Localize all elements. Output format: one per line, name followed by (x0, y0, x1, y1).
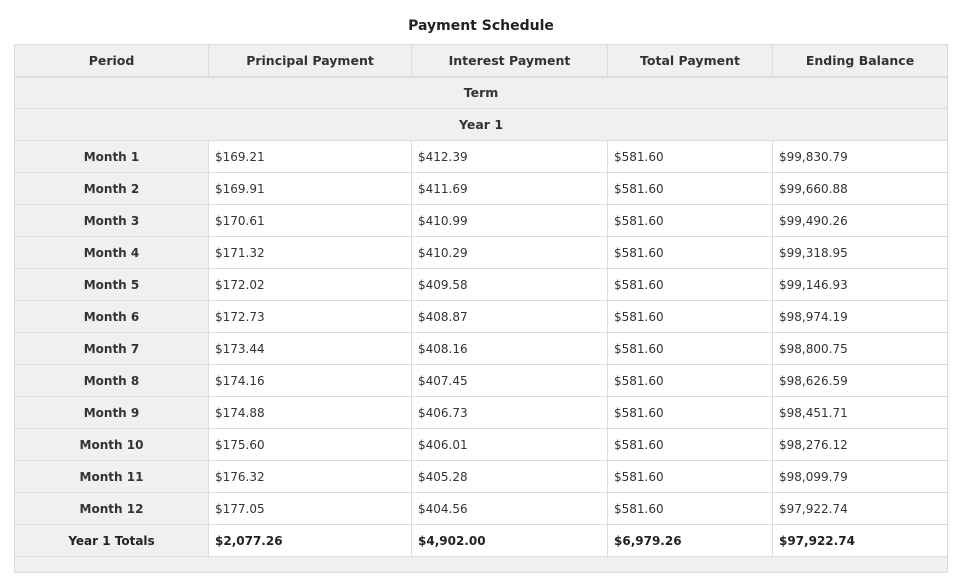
table-row: Month 5 $172.02 $409.58 $581.60 $99,146.93 (14, 268, 948, 301)
table-row: Month 11 $176.32 $405.28 $581.60 $98,099.79 (14, 460, 948, 493)
balance-cell: $99,660.88 (772, 172, 948, 205)
spacer-row (14, 556, 948, 573)
table-row: Month 10 $175.60 $406.01 $581.60 $98,276.12 (14, 428, 948, 461)
interest-cell: $407.45 (411, 364, 608, 397)
table-row: Month 6 $172.73 $408.87 $581.60 $98,974.19 (14, 300, 948, 333)
total-cell: $581.60 (607, 140, 773, 173)
table-row: Month 2 $169.91 $411.69 $581.60 $99,660.88 (14, 172, 948, 205)
table-row: Month 8 $174.16 $407.45 $581.60 $98,626.59 (14, 364, 948, 397)
total-cell: $581.60 (607, 268, 773, 301)
table-row: Month 4 $171.32 $410.29 $581.60 $99,318.95 (14, 236, 948, 269)
principal-cell: $171.32 (208, 236, 412, 269)
interest-cell: $411.69 (411, 172, 608, 205)
interest-cell: $410.99 (411, 204, 608, 237)
total-cell: $581.60 (607, 492, 773, 525)
total-cell: $581.60 (607, 332, 773, 365)
period-cell: Month 7 (14, 332, 209, 365)
period-cell: Month 11 (14, 460, 209, 493)
total-cell: $581.60 (607, 364, 773, 397)
total-cell: $581.60 (607, 236, 773, 269)
total-cell: $6,979.26 (607, 524, 773, 557)
balance-cell: $98,800.75 (772, 332, 948, 365)
interest-cell: $406.73 (411, 396, 608, 429)
period-cell: Month 5 (14, 268, 209, 301)
interest-cell: $409.58 (411, 268, 608, 301)
totals-row: Year 1 Totals $2,077.26 $4,902.00 $6,979.26… (14, 524, 948, 557)
table-title: Payment Schedule (408, 18, 554, 34)
principal-cell: $2,077.26 (208, 524, 412, 557)
header-total: Total Payment (607, 44, 773, 78)
payment-schedule-table: Period Principal Payment Interest Paymen… (14, 44, 948, 573)
balance-cell: $98,099.79 (772, 460, 948, 493)
period-cell: Month 1 (14, 140, 209, 173)
period-cell: Month 4 (14, 236, 209, 269)
principal-cell: $170.61 (208, 204, 412, 237)
total-cell: $581.60 (607, 172, 773, 205)
header-principal: Principal Payment (208, 44, 412, 78)
balance-cell: $98,626.59 (772, 364, 948, 397)
table-row: Month 9 $174.88 $406.73 $581.60 $98,451.71 (14, 396, 948, 429)
interest-cell: $408.87 (411, 300, 608, 333)
spacer-cell (14, 556, 948, 573)
interest-cell: $405.28 (411, 460, 608, 493)
total-cell: $581.60 (607, 204, 773, 237)
balance-cell: $97,922.74 (772, 524, 948, 557)
period-cell: Month 8 (14, 364, 209, 397)
principal-cell: $177.05 (208, 492, 412, 525)
header-period: Period (14, 44, 209, 78)
principal-cell: $172.02 (208, 268, 412, 301)
table-row: Month 3 $170.61 $410.99 $581.60 $99,490.26 (14, 204, 948, 237)
table-row: Month 1 $169.21 $412.39 $581.60 $99,830.79 (14, 140, 948, 173)
principal-cell: $174.16 (208, 364, 412, 397)
principal-cell: $176.32 (208, 460, 412, 493)
principal-cell: $175.60 (208, 428, 412, 461)
group-label: Term (14, 76, 948, 109)
period-cell: Year 1 Totals (14, 524, 209, 557)
interest-cell: $408.16 (411, 332, 608, 365)
table-row: Month 12 $177.05 $404.56 $581.60 $97,922.74 (14, 492, 948, 525)
balance-cell: $98,451.71 (772, 396, 948, 429)
subgroup-label: Year 1 (14, 108, 948, 141)
interest-cell: $410.29 (411, 236, 608, 269)
header-balance: Ending Balance (772, 44, 948, 78)
subgroup-row: Year 1 (14, 108, 948, 141)
interest-cell: $406.01 (411, 428, 608, 461)
period-cell: Month 9 (14, 396, 209, 429)
principal-cell: $174.88 (208, 396, 412, 429)
header-row: Period Principal Payment Interest Paymen… (14, 44, 948, 78)
total-cell: $581.60 (607, 460, 773, 493)
interest-cell: $412.39 (411, 140, 608, 173)
interest-cell: $404.56 (411, 492, 608, 525)
header-interest: Interest Payment (411, 44, 608, 78)
principal-cell: $172.73 (208, 300, 412, 333)
group-row: Term (14, 76, 948, 109)
balance-cell: $97,922.74 (772, 492, 948, 525)
balance-cell: $98,276.12 (772, 428, 948, 461)
table-row: Month 7 $173.44 $408.16 $581.60 $98,800.75 (14, 332, 948, 365)
principal-cell: $169.21 (208, 140, 412, 173)
principal-cell: $173.44 (208, 332, 412, 365)
balance-cell: $99,318.95 (772, 236, 948, 269)
principal-cell: $169.91 (208, 172, 412, 205)
period-cell: Month 10 (14, 428, 209, 461)
period-cell: Month 3 (14, 204, 209, 237)
total-cell: $581.60 (607, 300, 773, 333)
interest-cell: $4,902.00 (411, 524, 608, 557)
balance-cell: $99,830.79 (772, 140, 948, 173)
balance-cell: $99,490.26 (772, 204, 948, 237)
period-cell: Month 2 (14, 172, 209, 205)
balance-cell: $99,146.93 (772, 268, 948, 301)
total-cell: $581.60 (607, 396, 773, 429)
total-cell: $581.60 (607, 428, 773, 461)
period-cell: Month 6 (14, 300, 209, 333)
period-cell: Month 12 (14, 492, 209, 525)
balance-cell: $98,974.19 (772, 300, 948, 333)
